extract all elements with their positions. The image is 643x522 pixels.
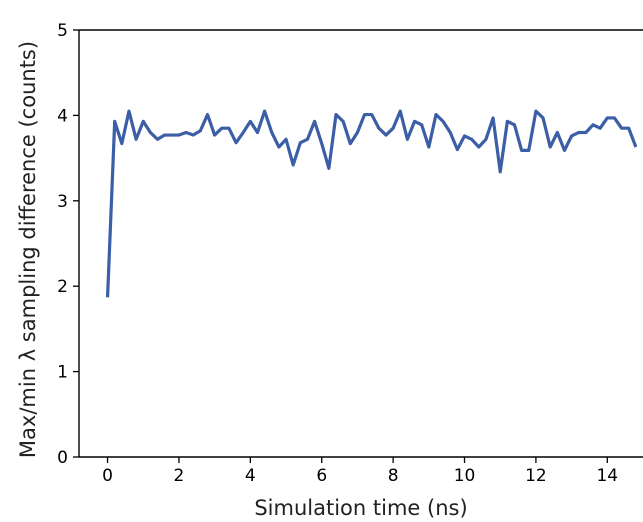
y-tick-label: 0 (57, 448, 68, 468)
y-tick-label: 3 (57, 192, 68, 212)
y-tick-label: 2 (57, 277, 68, 297)
x-tick-label: 8 (388, 466, 399, 486)
x-tick-label: 2 (174, 466, 185, 486)
y-axis-label-group: Max/min λ sampling difference (counts) (16, 41, 40, 458)
plot-frame (78, 29, 643, 458)
y-tick-label: 1 (57, 363, 68, 383)
y-tick-label: 5 (57, 21, 68, 41)
x-axis-label: Simulation time (ns) (254, 496, 467, 520)
x-tick-label: 4 (245, 466, 256, 486)
x-tick-label: 6 (316, 466, 327, 486)
series-line (105, 109, 638, 298)
x-tick-label: 12 (525, 466, 547, 486)
x-tick-label: 14 (596, 466, 618, 486)
x-tick-label: 10 (454, 466, 476, 486)
x-tick-label: 0 (102, 466, 113, 486)
series-layer (105, 109, 638, 298)
y-axis-label: Max/min λ sampling difference (counts) (16, 41, 40, 458)
y-tick-label: 4 (57, 106, 68, 126)
